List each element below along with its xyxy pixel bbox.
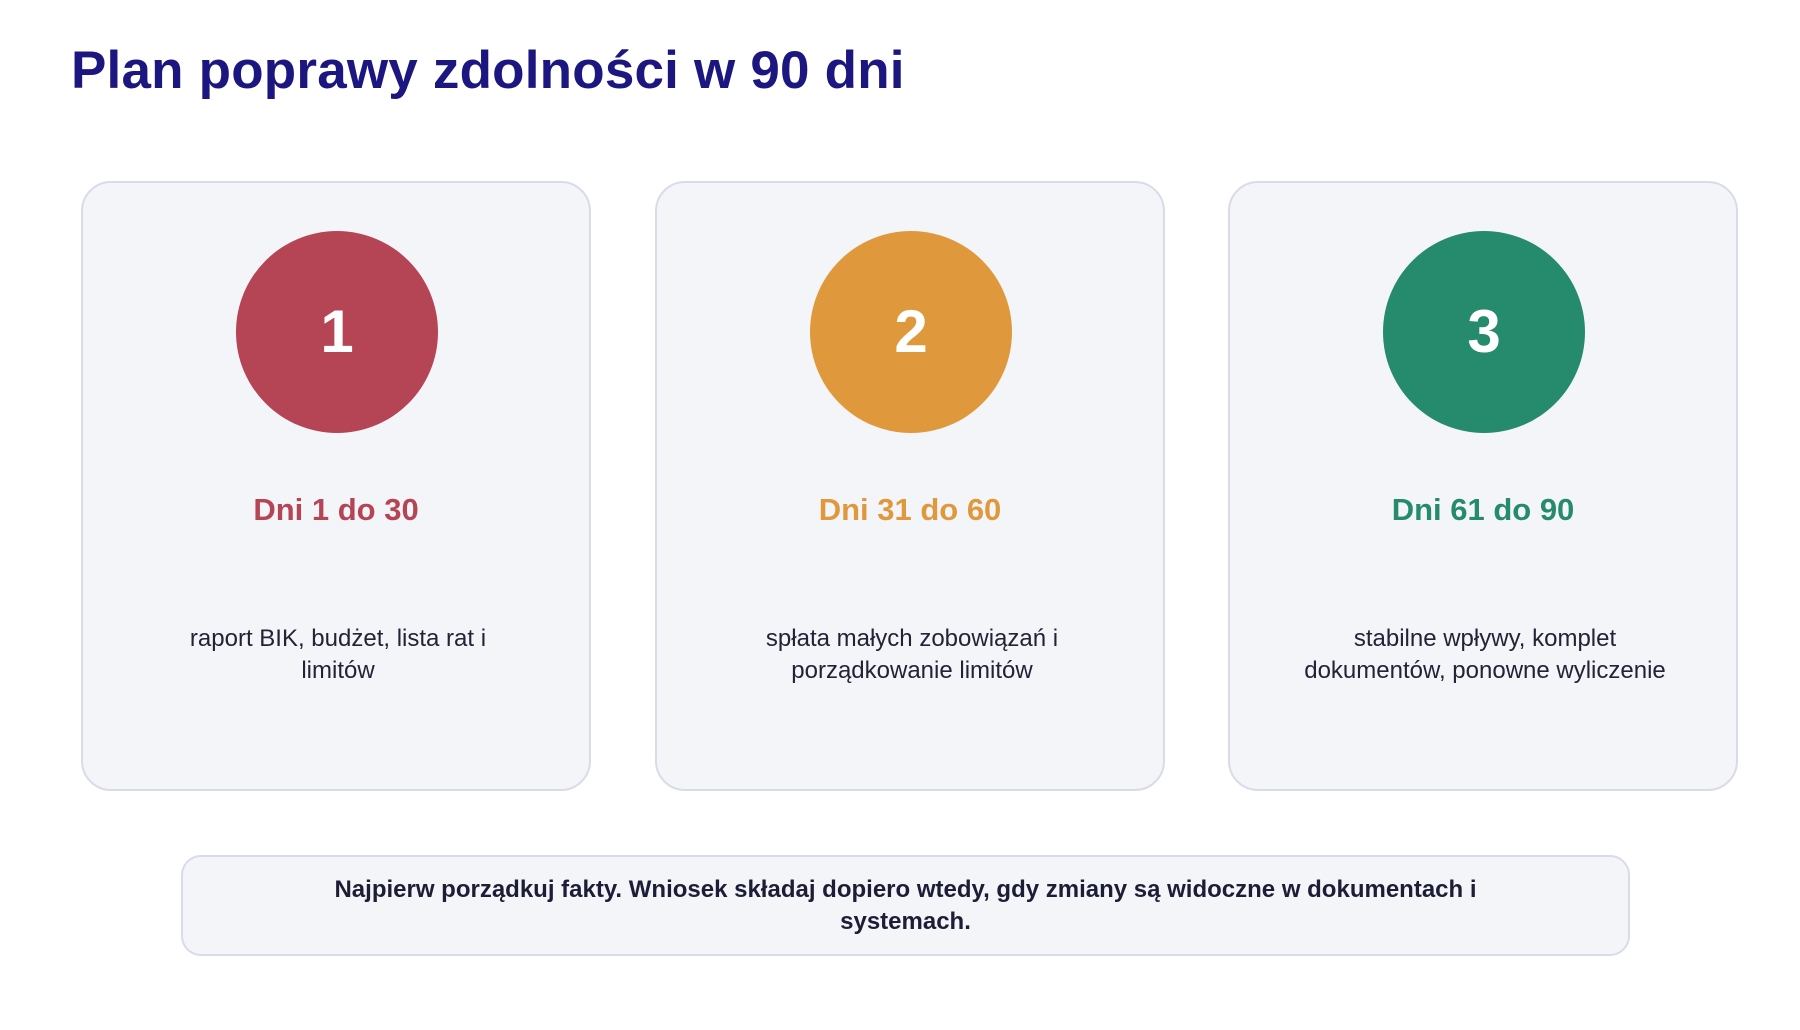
summary-note: Najpierw porządkuj fakty. Wniosek składa… bbox=[181, 855, 1630, 956]
step-circle-3: 3 bbox=[1383, 231, 1585, 433]
step-number-3: 3 bbox=[1467, 298, 1501, 365]
step-card-3: 3 Dni 61 do 90 stabilne wpływy, komplet … bbox=[1228, 181, 1738, 791]
step-card-2: 2 Dni 31 do 60 spłata małych zobowiązań … bbox=[655, 181, 1165, 791]
step-number-2: 2 bbox=[894, 298, 928, 365]
step-circle-1: 1 bbox=[236, 231, 438, 433]
summary-note-text: Najpierw porządkuj fakty. Wniosek składa… bbox=[334, 875, 1477, 935]
step-description-1: raport BIK, budżet, lista rat i limitów bbox=[189, 625, 487, 684]
step-circle-2: 2 bbox=[810, 231, 1012, 433]
step-description-2: spłata małych zobowiązań i porządkowanie… bbox=[765, 625, 1059, 684]
page-title: Plan poprawy zdolności w 90 dni bbox=[71, 41, 905, 100]
step-card-1: 1 Dni 1 do 30 raport BIK, budżet, lista … bbox=[81, 181, 591, 791]
step-description-3: stabilne wpływy, komplet dokumentów, pon… bbox=[1304, 625, 1666, 684]
step-period-1: Dni 1 do 30 bbox=[253, 492, 419, 527]
step-number-1: 1 bbox=[320, 298, 354, 365]
step-period-2: Dni 31 do 60 bbox=[818, 492, 1002, 527]
step-period-3: Dni 61 do 90 bbox=[1391, 492, 1575, 527]
step-cards: 1 Dni 1 do 30 raport BIK, budżet, lista … bbox=[81, 181, 1740, 795]
